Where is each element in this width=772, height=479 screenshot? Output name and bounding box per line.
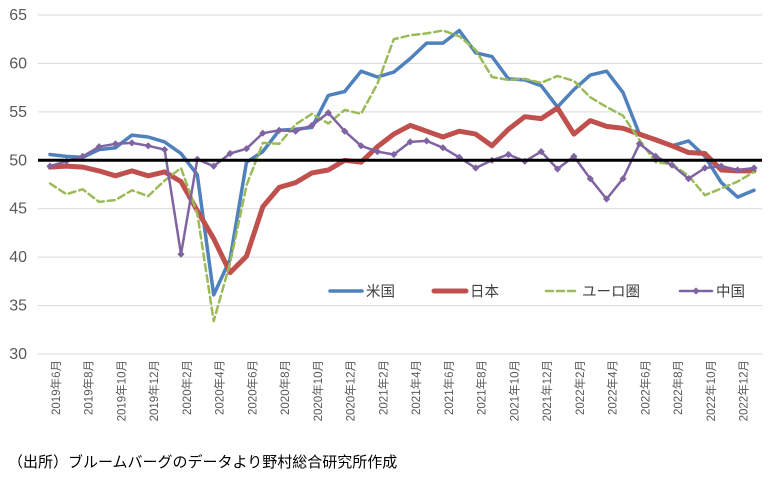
legend-item-japan: 日本: [431, 284, 499, 301]
legend-label: 米国: [366, 284, 395, 301]
x-tick-label: 2019年8月: [82, 360, 96, 415]
x-tick-label: 2021年6月: [442, 360, 456, 415]
x-tick-label: 2019年6月: [49, 360, 63, 415]
x-tick-label: 2019年12月: [147, 360, 161, 421]
x-tick-label: 2020年10月: [311, 360, 325, 421]
x-tick-label: 2019年10月: [115, 360, 129, 421]
x-tick-label: 2022年12月: [737, 360, 751, 421]
y-tick-label: 60: [9, 55, 27, 72]
x-tick-label: 2021年2月: [376, 360, 390, 415]
x-axis-labels: 2019年6月 2019年8月 2019年10月 2019年12月 2020年2月 202…: [49, 360, 751, 421]
y-tick-label: 35: [9, 298, 27, 315]
x-tick-label: 2022年6月: [638, 360, 652, 415]
legend-marker-sample: [692, 287, 700, 295]
y-tick-label: 40: [9, 249, 27, 266]
source-caption: （出所）ブルームバーグのデータより野村総合研究所作成: [8, 454, 398, 471]
legend-label: 中国: [716, 284, 745, 301]
y-tick-label: 45: [9, 201, 27, 218]
x-tick-label: 2021年12月: [540, 360, 554, 421]
x-tick-label: 2021年10月: [507, 360, 521, 421]
y-tick-label: 65: [9, 7, 27, 24]
x-tick-label: 2022年2月: [573, 360, 587, 415]
x-tick-label: 2022年8月: [671, 360, 685, 415]
series-us-line: [48, 28, 756, 297]
series-china-line: [48, 111, 756, 256]
y-tick-label: 55: [9, 104, 27, 121]
x-tick-label: 2020年4月: [213, 360, 227, 415]
x-tick-label: 2020年8月: [278, 360, 292, 415]
legend-item-us: 米国: [328, 284, 395, 301]
legend-item-eurozone: ユーロ圏: [544, 285, 640, 301]
x-tick-label: 2020年6月: [246, 360, 260, 415]
x-tick-label: 2020年12月: [344, 360, 358, 421]
x-tick-label: 2020年2月: [180, 360, 194, 415]
chart-legend: 米国 日本 ユーロ圏 中国: [328, 284, 745, 301]
y-tick-label: 30: [9, 346, 27, 363]
legend-item-china: 中国: [678, 284, 745, 301]
x-tick-label: 2021年8月: [475, 360, 489, 415]
legend-label: ユーロ圏: [582, 285, 640, 301]
y-tick-label: 50: [9, 152, 27, 169]
x-tick-label: 2022年10月: [704, 360, 718, 421]
x-tick-label: 2022年4月: [606, 360, 620, 415]
x-tick-label: 2021年4月: [409, 360, 423, 415]
series-japan-line: [47, 105, 757, 276]
pmi-line-chart: 30 35 40 45 50 55 60 65 2019年6月 2019年8月 2019年10月 20…: [9, 7, 762, 421]
y-axis-labels: 30 35 40 45 50 55 60 65: [9, 7, 27, 363]
legend-label: 日本: [470, 284, 499, 301]
series-eurozone-line: [48, 29, 756, 323]
